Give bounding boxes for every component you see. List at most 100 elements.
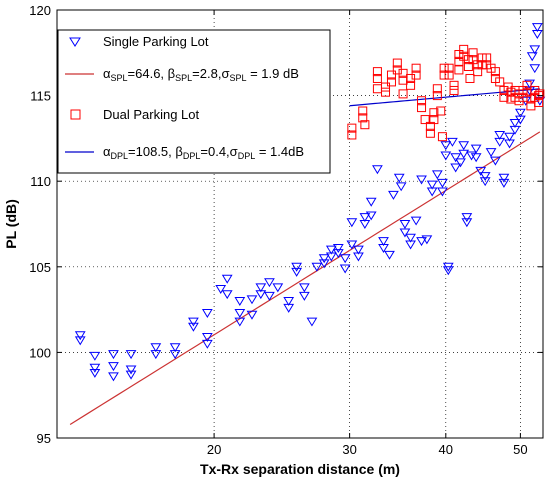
single-lot-point xyxy=(311,262,323,272)
spl-sigma-symbol: σ xyxy=(221,66,229,81)
y-tick-label: 105 xyxy=(29,260,51,275)
single-lot-point xyxy=(353,252,364,262)
single-lot-point xyxy=(306,317,318,327)
single-lot-point xyxy=(74,336,86,346)
dual-lot-point xyxy=(432,91,442,101)
dual-lot-point xyxy=(468,48,478,58)
dual-lot-point xyxy=(381,82,391,92)
single-lot-point xyxy=(416,237,427,247)
single-lot-point xyxy=(108,350,119,360)
single-lot-point xyxy=(410,216,422,226)
dual-lot-point xyxy=(439,63,449,73)
dual-lot-point xyxy=(444,63,454,73)
y-tick-label: 95 xyxy=(37,431,51,446)
dual-lot-point xyxy=(454,50,464,60)
single-lot-point xyxy=(437,178,448,188)
dual-lot-point xyxy=(417,103,427,113)
dpl-beta-sub: DPL xyxy=(183,151,201,161)
dual-lot-point xyxy=(429,115,439,125)
single-lot-point xyxy=(529,64,541,74)
dual-lot-point xyxy=(398,68,408,78)
single-lot-point xyxy=(188,317,199,327)
single-lot-point xyxy=(332,243,344,253)
data-markers xyxy=(74,23,546,382)
single-lot-point xyxy=(426,180,438,190)
single-lot-point xyxy=(125,370,137,380)
single-lot-point xyxy=(393,173,405,183)
spl-sigma-sub: SPL xyxy=(229,73,246,83)
single-lot-point xyxy=(458,141,470,151)
single-lot-point xyxy=(372,165,383,175)
single-lot-point xyxy=(283,297,295,307)
single-lot-point xyxy=(450,153,462,163)
single-lot-point xyxy=(246,295,258,305)
single-lot-point xyxy=(325,252,337,262)
single-lot-point xyxy=(291,267,303,277)
single-lot-point xyxy=(221,290,233,300)
y-axis-label: PL (dB) xyxy=(3,199,19,249)
single-lot-point xyxy=(89,351,101,361)
dual-lot-point xyxy=(473,67,483,77)
dpl-alpha-sub: DPL xyxy=(111,151,129,161)
single-lot-point xyxy=(89,363,101,373)
single-lot-point xyxy=(264,278,275,288)
legend-spl-fit-label: αSPL=64.6, βSPL=2.8,σSPL = 1.9 dB xyxy=(103,66,299,83)
dual-lot-point xyxy=(495,77,505,87)
x-tick-label: 40 xyxy=(439,442,453,457)
legend-single-marker xyxy=(69,37,81,47)
single-lot-point xyxy=(494,137,506,147)
single-lot-point xyxy=(353,245,364,255)
dual-lot-point xyxy=(454,65,464,75)
single-lot-point xyxy=(531,23,543,33)
single-lot-point xyxy=(234,297,246,307)
single-lot-point xyxy=(399,228,411,238)
single-lot-point xyxy=(346,240,358,250)
dpl-sigma-symbol: σ xyxy=(230,144,238,159)
dual-lot-point xyxy=(417,96,427,106)
dual-lot-point xyxy=(449,80,459,90)
dual-lot-point xyxy=(347,130,357,140)
dual-lot-point xyxy=(503,82,513,92)
single-lot-point xyxy=(458,149,470,159)
dual-lot-point xyxy=(473,60,483,70)
single-lot-point xyxy=(531,29,543,39)
single-lot-point xyxy=(509,125,521,135)
single-lot-point xyxy=(442,266,454,276)
single-lot-point xyxy=(89,368,101,378)
dpl-beta-symbol: β xyxy=(175,144,182,159)
dpl-beta-value: =0.4, xyxy=(200,144,229,159)
dual-lot-point xyxy=(392,58,402,68)
dual-lot-point xyxy=(436,106,446,116)
single-lot-point xyxy=(466,151,477,161)
spl-alpha-value: =64.6, xyxy=(128,66,168,81)
dual-lot-point xyxy=(535,89,545,99)
single-lot-point xyxy=(108,362,119,372)
single-lot-point xyxy=(475,166,487,176)
single-lot-point xyxy=(388,190,399,200)
single-lot-point xyxy=(255,283,267,293)
dual-lot-point xyxy=(406,73,416,83)
single-lot-point xyxy=(515,108,526,118)
single-lot-point xyxy=(255,290,267,300)
single-lot-point xyxy=(494,130,506,140)
legend-box xyxy=(57,29,331,174)
y-tick-label: 110 xyxy=(30,174,51,189)
single-lot-point xyxy=(378,243,389,253)
spl-beta-symbol: β xyxy=(168,66,175,81)
legend-single-label: Single Parking Lot xyxy=(103,34,209,49)
single-lot-point xyxy=(188,322,199,332)
dual-lot-point xyxy=(439,70,449,80)
dual-lot-point xyxy=(463,61,473,71)
single-lot-point xyxy=(485,148,497,158)
legend-dual-label: Dual Parking Lot xyxy=(103,107,199,122)
spl-sigma-value: = 1.9 dB xyxy=(246,66,298,81)
dual-lot-point xyxy=(463,55,473,65)
single-lot-point xyxy=(461,218,473,228)
dual-lot-point xyxy=(432,84,442,94)
single-lot-point xyxy=(526,52,538,62)
single-lot-point xyxy=(440,151,452,161)
dual-lot-point xyxy=(358,106,368,116)
dpl-sigma-value: = 1.4dB xyxy=(255,144,304,159)
single-lot-point xyxy=(509,118,521,128)
